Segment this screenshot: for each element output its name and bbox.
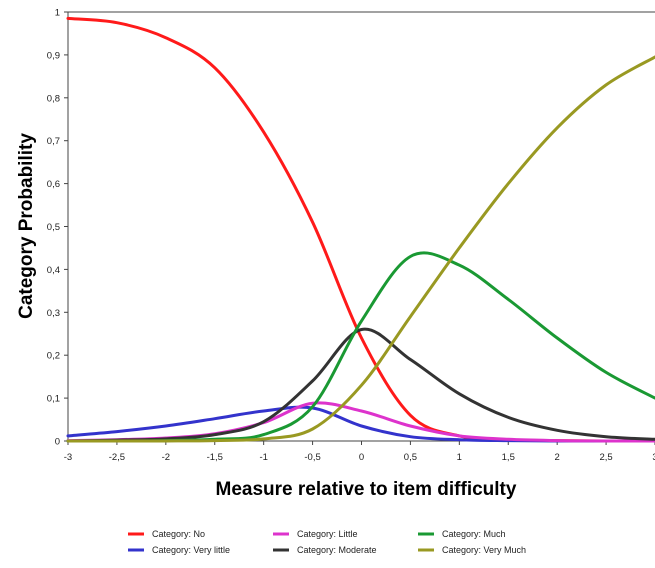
x-tick-label: -2 [162, 452, 170, 463]
y-tick-label: 0,2 [47, 351, 60, 362]
y-axis-label: Category Probability [16, 133, 37, 319]
x-tick-label: -1,5 [207, 452, 223, 463]
legend-label-moderate: Category: Moderate [297, 545, 377, 555]
legend-label-no: Category: No [152, 529, 205, 539]
y-tick-label: 0,8 [47, 93, 60, 104]
legend-label-very-much: Category: Very Much [442, 545, 526, 555]
x-tick-label: -0,5 [304, 452, 320, 463]
x-axis-label: Measure relative to item difficulty [216, 479, 517, 500]
y-tick-label: 0,6 [47, 179, 60, 190]
y-tick-label: 0,4 [47, 265, 60, 276]
x-tick-label: 2 [555, 452, 560, 463]
x-tick-label: 2,5 [599, 452, 612, 463]
x-tick-label: -3 [64, 452, 72, 463]
legend-label-very-little: Category: Very little [152, 545, 230, 555]
y-tick-label: 0 [55, 437, 60, 448]
x-tick-label: 3 [652, 452, 655, 463]
tick-labels: 0 0,1 0,2 0,3 0,4 0,5 0,6 0,7 0,8 0,9 1 -3 -2,5 -2 -1,… [47, 8, 655, 463]
y-tick-label: 0,7 [47, 136, 60, 147]
x-tick-label: -1 [259, 452, 267, 463]
series-line-little [66, 401, 655, 443]
y-tick-label: 0,5 [47, 222, 60, 233]
legend-label-little: Category: Little [297, 529, 358, 539]
y-tick-label: 0,9 [47, 50, 60, 61]
x-tick-label: 0 [359, 452, 364, 463]
x-tick-label: -2,5 [109, 452, 125, 463]
series-line-no [66, 16, 655, 443]
y-tick-label: 0,1 [47, 394, 60, 405]
y-tick-label: 1 [55, 8, 60, 19]
series-lines [66, 16, 655, 443]
axes [67, 11, 655, 442]
y-tick-label: 0,3 [47, 308, 60, 319]
x-tick-label: 1 [457, 452, 462, 463]
x-tick-label: 1,5 [502, 452, 515, 463]
series-line-much [66, 251, 655, 443]
x-tick-label: 0,5 [404, 452, 417, 463]
legend-label-much: Category: Much [442, 529, 506, 539]
legend: Category: No Category: Very little Categor… [128, 529, 526, 555]
series-line-moderate [66, 327, 655, 443]
series-line-very-much [66, 55, 655, 443]
